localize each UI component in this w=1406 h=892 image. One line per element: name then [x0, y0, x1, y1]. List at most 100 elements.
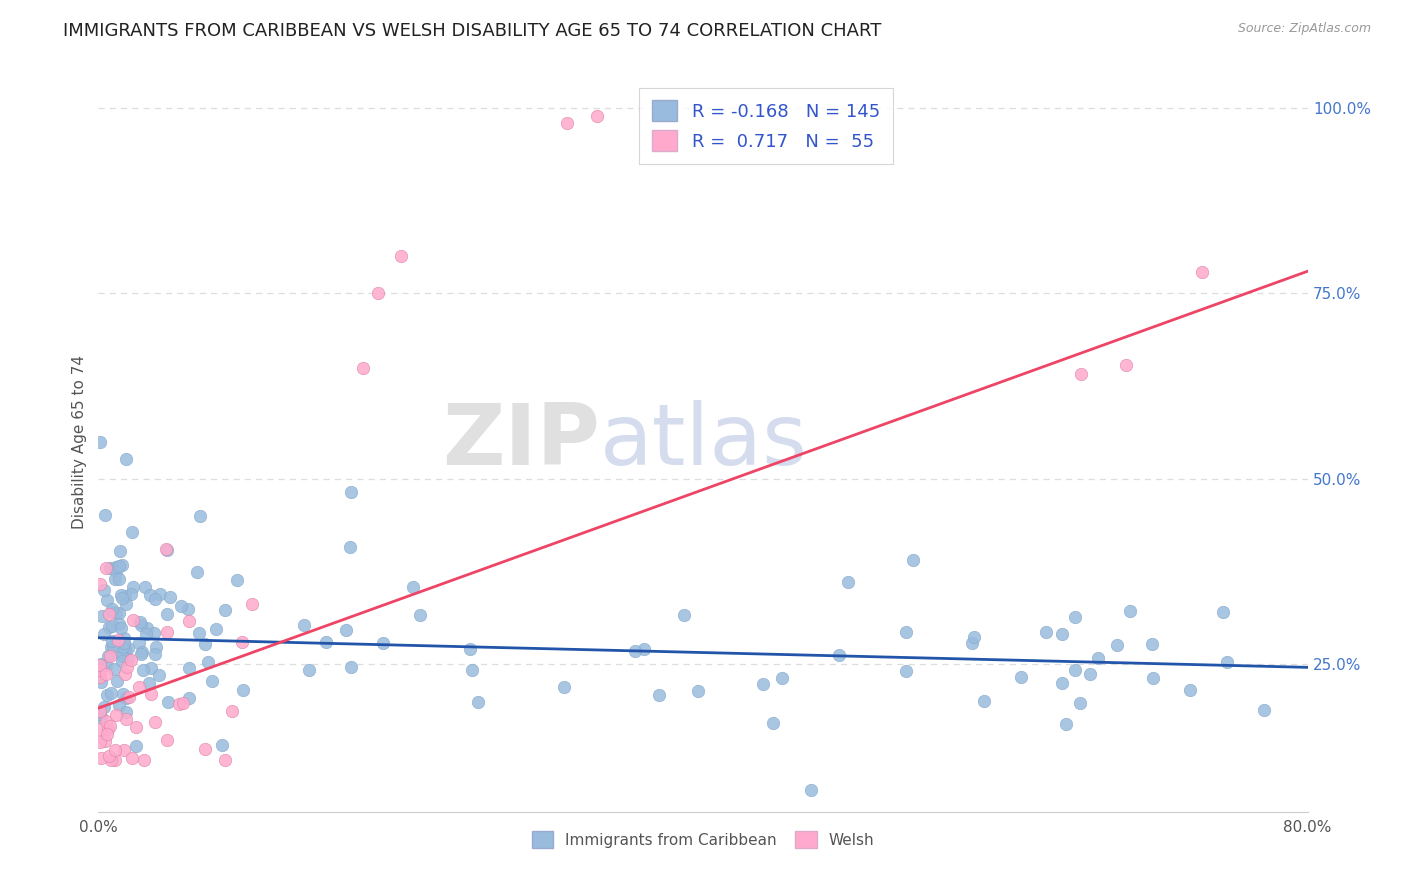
Point	[90, 751, 112, 765]
Point	[1010, 669, 1032, 683]
Point	[110, 543, 132, 558]
Point	[115, 690, 138, 705]
Point	[226, 573, 249, 587]
Point	[104, 753, 127, 767]
Point	[89, 707, 111, 722]
Point	[90, 657, 112, 671]
Point	[762, 715, 785, 730]
Point	[125, 739, 148, 754]
Point	[120, 653, 142, 667]
Point	[131, 644, 153, 658]
Point	[107, 616, 129, 631]
Point	[960, 636, 983, 650]
Point	[105, 674, 128, 689]
Point	[129, 647, 152, 661]
Point	[114, 667, 136, 681]
Point	[104, 606, 127, 620]
Point	[298, 663, 321, 677]
Point	[458, 642, 481, 657]
Point	[799, 782, 821, 797]
Point	[177, 602, 200, 616]
Point	[1087, 651, 1109, 665]
Point	[98, 561, 121, 575]
Point	[93, 582, 115, 597]
Point	[201, 673, 224, 688]
Point	[179, 661, 201, 675]
Point	[104, 572, 127, 586]
Point	[142, 626, 165, 640]
Point	[121, 525, 143, 540]
Point	[103, 662, 125, 676]
Point	[111, 558, 134, 572]
Point	[135, 627, 157, 641]
Point	[93, 700, 115, 714]
Point	[89, 704, 111, 718]
Point	[1142, 671, 1164, 685]
Point	[93, 627, 115, 641]
Point	[98, 748, 121, 763]
Point	[115, 712, 138, 726]
Point	[179, 614, 201, 628]
Point	[139, 661, 162, 675]
Point	[186, 565, 208, 579]
Point	[894, 624, 917, 639]
Point	[138, 675, 160, 690]
Point	[132, 664, 155, 678]
Point	[118, 690, 141, 704]
Point	[129, 615, 152, 630]
Point	[94, 657, 117, 672]
Point	[128, 680, 150, 694]
Point	[148, 667, 170, 681]
Point	[101, 634, 124, 648]
Point	[96, 689, 118, 703]
Point	[389, 250, 412, 264]
Point	[461, 663, 484, 677]
Point	[100, 640, 122, 655]
Point	[143, 591, 166, 606]
Point	[96, 593, 118, 607]
Point	[117, 660, 139, 674]
Point	[156, 733, 179, 747]
Point	[136, 621, 159, 635]
Point	[648, 688, 671, 702]
Point	[292, 618, 315, 632]
Point	[197, 655, 219, 669]
Point	[128, 636, 150, 650]
Point	[633, 641, 655, 656]
Point	[1069, 696, 1091, 710]
Point	[90, 710, 112, 724]
Point	[232, 683, 254, 698]
Point	[108, 698, 131, 713]
Point	[100, 686, 122, 700]
Point	[110, 646, 132, 660]
Point	[1063, 663, 1085, 677]
Point	[156, 543, 179, 558]
Point	[339, 540, 361, 554]
Point	[1115, 359, 1137, 373]
Point	[97, 649, 120, 664]
Point	[188, 625, 211, 640]
Point	[1253, 703, 1275, 717]
Point	[122, 613, 145, 627]
Point	[101, 605, 124, 619]
Text: atlas: atlas	[600, 400, 808, 483]
Point	[894, 664, 917, 678]
Point	[467, 695, 489, 709]
Point	[214, 753, 236, 767]
Point	[103, 639, 125, 653]
Point	[770, 671, 793, 685]
Point	[231, 635, 253, 649]
Point	[1078, 667, 1101, 681]
Point	[156, 695, 179, 709]
Point	[402, 580, 425, 594]
Point	[115, 597, 138, 611]
Point	[177, 690, 200, 705]
Point	[104, 564, 127, 578]
Point	[105, 708, 128, 723]
Text: Source: ZipAtlas.com: Source: ZipAtlas.com	[1237, 22, 1371, 36]
Point	[89, 661, 111, 675]
Point	[110, 588, 132, 602]
Point	[111, 654, 134, 668]
Point	[1107, 638, 1129, 652]
Point	[1191, 265, 1213, 279]
